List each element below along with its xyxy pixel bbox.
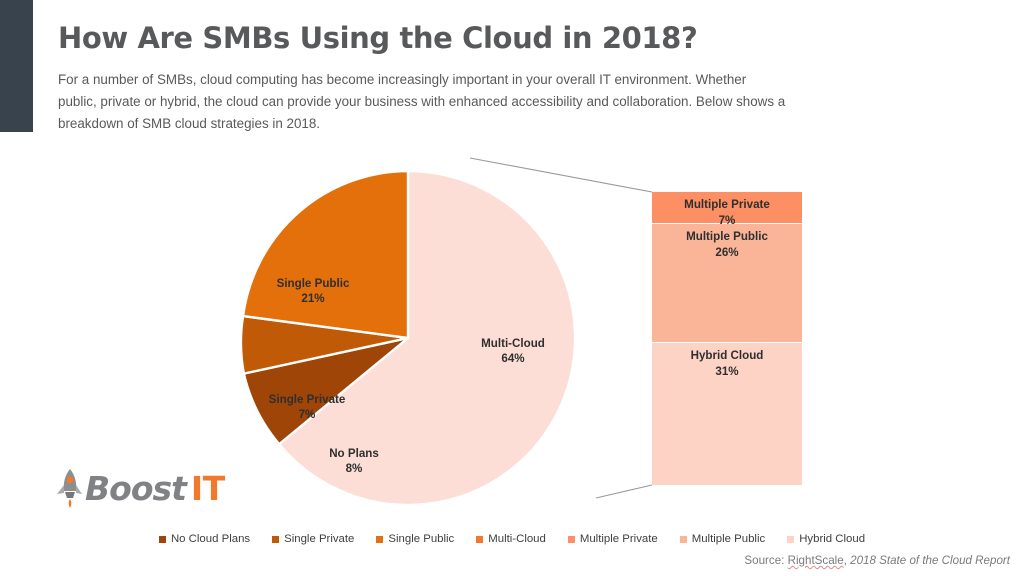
legend-swatch-single-private: [272, 535, 280, 543]
pie-label-single-private: Single Private 7%: [232, 392, 382, 423]
legend-swatch-hybrid-cloud: [787, 535, 795, 543]
bar-segment-multiple-public-value: 26%: [715, 245, 739, 259]
legend-label-multiple-public: Multiple Public: [691, 533, 766, 545]
legend-swatch-multiple-private: [567, 535, 575, 543]
bar-segment-hybrid-cloud-label: Hybrid Cloud: [690, 349, 764, 363]
bar-segment-multiple-private-label: Multiple Private: [684, 198, 770, 211]
legend-item-single-private[interactable]: Single Private: [272, 533, 354, 545]
source-vendor: RightScale: [787, 554, 844, 567]
bar-segment-multiple-private[interactable]: Multiple Private 7%: [652, 192, 802, 227]
boost-it-logo[interactable]: Boost IT: [52, 466, 225, 510]
legend-label-no-cloud-plans: No Cloud Plans: [170, 533, 251, 545]
pie-label-multi-cloud-value: 64%: [501, 352, 525, 366]
pie-chart: Single Public 21% Single Private 7% No P…: [238, 168, 578, 508]
bar-segment-multiple-private-value: 7%: [718, 213, 736, 227]
chart-legend: No Cloud Plans Single Private Single Pub…: [0, 533, 1024, 545]
pie-label-no-plans: No Plans 8%: [294, 446, 414, 477]
logo-word-it: IT: [190, 468, 225, 508]
source-report-title: 2018 State of the Cloud Report: [850, 554, 1010, 567]
logo-word-boost: Boost: [85, 468, 187, 508]
legend-label-hybrid-cloud: Hybrid Cloud: [799, 533, 866, 545]
pie-label-single-private-value: 7%: [298, 408, 316, 422]
legend-swatch-multi-cloud: [476, 535, 484, 543]
pie-label-single-private-text: Single Private: [268, 393, 346, 406]
decorative-corner-block: [0, 0, 33, 132]
legend-label-multi-cloud: Multi-Cloud: [488, 533, 546, 545]
pie-svg: [239, 169, 577, 507]
chart-area: Single Public 21% Single Private 7% No P…: [0, 150, 1024, 520]
legend-item-multiple-public[interactable]: Multiple Public: [679, 533, 766, 545]
legend-label-single-public: Single Public: [388, 533, 455, 545]
bar-segment-hybrid-cloud[interactable]: Hybrid Cloud 31%: [652, 343, 802, 485]
legend-item-hybrid-cloud[interactable]: Hybrid Cloud: [787, 533, 865, 545]
bar-segment-hybrid-cloud-value: 31%: [715, 364, 739, 378]
pie-label-single-public-text: Single Public: [276, 277, 350, 290]
legend-label-single-private: Single Private: [284, 533, 355, 545]
pie-slice-multi-cloud[interactable]: [277, 169, 577, 507]
pie-label-single-public-value: 21%: [301, 292, 325, 306]
bar-segment-multiple-public[interactable]: Multiple Public 26%: [652, 224, 802, 344]
pie-slice-single-public[interactable]: [241, 169, 410, 340]
header: How Are SMBs Using the Cloud in 2018? Fo…: [58, 21, 818, 134]
pie-label-no-plans-text: No Plans: [329, 447, 379, 460]
source-separator: ,: [843, 554, 851, 567]
bar-segment-multiple-public-label: Multiple Public: [686, 230, 768, 244]
legend-item-multiple-private[interactable]: Multiple Private: [567, 533, 658, 545]
legend-swatch-multiple-public: [679, 535, 687, 543]
legend-label-multiple-private: Multiple Private: [579, 533, 658, 545]
pie-label-no-plans-value: 8%: [345, 462, 363, 476]
page-title: How Are SMBs Using the Cloud in 2018?: [58, 21, 698, 55]
legend-item-single-public[interactable]: Single Public: [376, 533, 454, 545]
source-prefix: Source:: [744, 554, 788, 567]
legend-swatch-no-cloud-plans: [158, 535, 166, 543]
pie-label-multi-cloud: Multi-Cloud 64%: [438, 336, 588, 367]
legend-swatch-single-public: [376, 535, 384, 543]
pie-label-multi-cloud-text: Multi-Cloud: [481, 337, 545, 350]
source-attribution: Source: RightScale, 2018 State of the Cl…: [744, 554, 1010, 567]
intro-paragraph: For a number of SMBs, cloud computing ha…: [58, 72, 786, 131]
legend-item-multi-cloud[interactable]: Multi-Cloud: [476, 533, 546, 545]
pie-label-single-public: Single Public 21%: [248, 276, 378, 307]
rocket-icon: [57, 469, 82, 508]
logo-wordmark: Boost IT: [85, 472, 225, 505]
breakout-stacked-bar: Multiple Private 7% Multiple Public 26% …: [652, 192, 802, 485]
legend-item-no-cloud-plans[interactable]: No Cloud Plans: [158, 533, 251, 545]
